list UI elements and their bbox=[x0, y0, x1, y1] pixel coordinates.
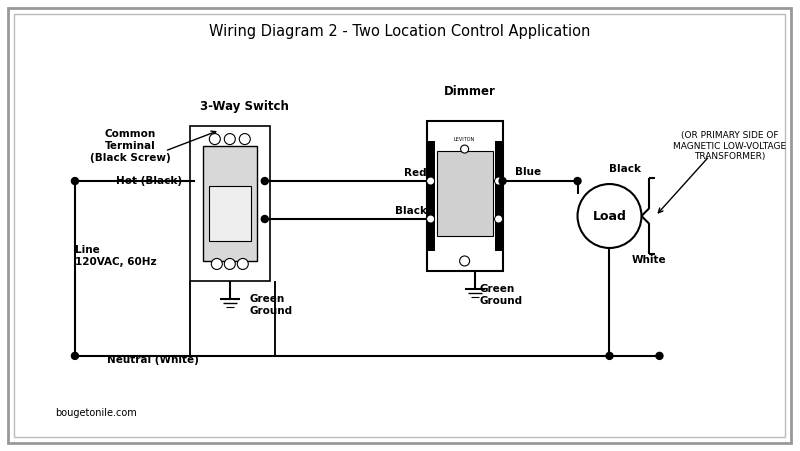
Circle shape bbox=[494, 215, 502, 223]
Circle shape bbox=[606, 352, 613, 359]
Circle shape bbox=[239, 133, 250, 145]
Text: Load: Load bbox=[593, 210, 626, 222]
Circle shape bbox=[574, 178, 581, 184]
Text: Green
Ground: Green Ground bbox=[250, 294, 293, 316]
Text: Green
Ground: Green Ground bbox=[480, 284, 522, 306]
Circle shape bbox=[499, 178, 506, 184]
Text: Blue: Blue bbox=[514, 167, 541, 177]
Circle shape bbox=[262, 216, 268, 222]
Circle shape bbox=[224, 133, 235, 145]
Bar bbox=[437, 151, 493, 236]
Circle shape bbox=[210, 133, 220, 145]
Circle shape bbox=[460, 256, 470, 266]
Circle shape bbox=[262, 178, 268, 184]
Circle shape bbox=[211, 258, 222, 269]
Text: Red: Red bbox=[404, 168, 426, 178]
Circle shape bbox=[656, 352, 663, 359]
Circle shape bbox=[238, 258, 248, 269]
Text: White: White bbox=[631, 255, 666, 265]
Text: Dimmer: Dimmer bbox=[444, 85, 495, 97]
Circle shape bbox=[426, 215, 434, 223]
Bar bbox=[426, 141, 434, 251]
Circle shape bbox=[71, 178, 78, 184]
Bar bbox=[190, 126, 270, 281]
Bar bbox=[494, 141, 502, 251]
Circle shape bbox=[71, 352, 78, 359]
Text: LEVITON: LEVITON bbox=[454, 137, 475, 142]
Circle shape bbox=[426, 177, 434, 185]
Bar bbox=[203, 146, 257, 261]
Text: Black: Black bbox=[394, 206, 426, 216]
Text: 3-Way Switch: 3-Way Switch bbox=[200, 100, 290, 113]
Circle shape bbox=[494, 177, 502, 185]
Text: Neutral (White): Neutral (White) bbox=[107, 355, 198, 365]
Circle shape bbox=[224, 258, 235, 269]
Bar bbox=[426, 121, 502, 271]
Text: bougetonile.com: bougetonile.com bbox=[55, 408, 137, 418]
Circle shape bbox=[461, 145, 469, 153]
Circle shape bbox=[578, 184, 642, 248]
Text: (OR PRIMARY SIDE OF
MAGNETIC LOW-VOLTAGE
TRANSFORMER): (OR PRIMARY SIDE OF MAGNETIC LOW-VOLTAGE… bbox=[673, 131, 786, 161]
Text: Wiring Diagram 2 - Two Location Control Application: Wiring Diagram 2 - Two Location Control … bbox=[209, 23, 590, 39]
Text: Line
120VAC, 60Hz: Line 120VAC, 60Hz bbox=[75, 245, 157, 267]
Text: Black: Black bbox=[610, 164, 642, 174]
Bar bbox=[209, 186, 250, 241]
Text: Common
Terminal
(Black Screw): Common Terminal (Black Screw) bbox=[90, 129, 170, 163]
Text: Hot (Black): Hot (Black) bbox=[116, 176, 182, 186]
